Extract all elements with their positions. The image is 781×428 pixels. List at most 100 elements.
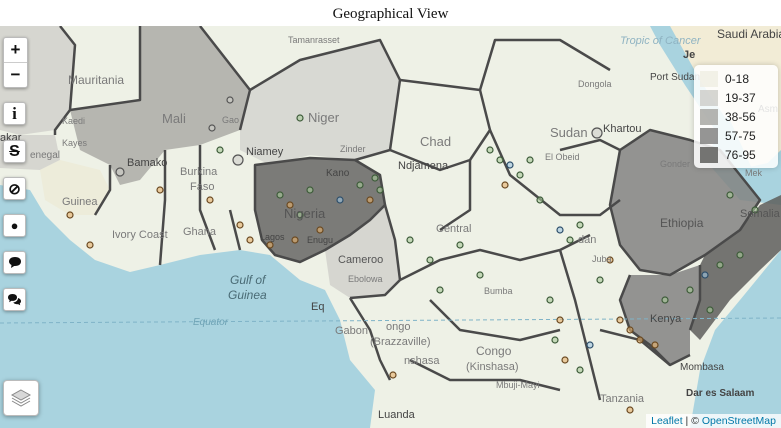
compass-button[interactable]: ⊘ xyxy=(3,177,26,200)
legend-label: 38-56 xyxy=(725,109,756,124)
data-point[interactable] xyxy=(208,124,216,132)
data-point[interactable] xyxy=(706,306,714,314)
data-point[interactable] xyxy=(316,226,324,234)
data-point[interactable] xyxy=(616,316,624,324)
data-point[interactable] xyxy=(716,261,724,269)
data-point[interactable] xyxy=(556,316,564,324)
layers-button[interactable] xyxy=(3,380,39,416)
label-gulf2: Guinea xyxy=(228,288,267,302)
zoom-control: + − xyxy=(3,37,28,88)
data-point[interactable] xyxy=(561,356,569,364)
data-point[interactable] xyxy=(306,186,314,194)
label-juba: Juba xyxy=(592,254,612,264)
data-point[interactable] xyxy=(506,161,514,169)
data-point[interactable] xyxy=(596,276,604,284)
data-point[interactable] xyxy=(236,221,244,229)
data-point[interactable] xyxy=(701,271,709,279)
data-point[interactable] xyxy=(636,336,644,344)
strike-button[interactable]: S xyxy=(3,140,26,163)
label-niamey: Niamey xyxy=(246,146,284,158)
data-point[interactable] xyxy=(286,201,294,209)
label-faso: Faso xyxy=(190,181,214,193)
label-ebolowa: Ebolowa xyxy=(348,274,383,284)
label-kinshasa2: (Kinshasa) xyxy=(466,361,519,373)
data-point[interactable] xyxy=(206,196,214,204)
info-button[interactable]: i xyxy=(3,102,26,125)
data-point[interactable] xyxy=(436,286,444,294)
label-kayes: Kayes xyxy=(62,138,88,148)
data-point[interactable] xyxy=(486,146,494,154)
label-zinder: Zinder xyxy=(340,144,366,154)
data-point[interactable] xyxy=(115,167,125,177)
data-point[interactable] xyxy=(406,236,414,244)
comment-button[interactable] xyxy=(3,251,26,274)
osm-link[interactable]: OpenStreetMap xyxy=(701,415,776,427)
data-point[interactable] xyxy=(586,341,594,349)
leaflet-link[interactable]: Leaflet xyxy=(651,415,683,427)
data-point[interactable] xyxy=(576,221,584,229)
legend-row: 57-75 xyxy=(700,126,772,145)
data-point[interactable] xyxy=(66,211,74,219)
data-point[interactable] xyxy=(216,146,224,154)
data-point[interactable] xyxy=(496,156,504,164)
label-khartoum: Khartou xyxy=(603,123,642,135)
data-point[interactable] xyxy=(366,196,374,204)
data-point[interactable] xyxy=(661,296,669,304)
data-point[interactable] xyxy=(516,171,524,179)
data-point[interactable] xyxy=(426,256,434,264)
data-point[interactable] xyxy=(266,241,274,249)
data-point[interactable] xyxy=(156,186,164,194)
data-point[interactable] xyxy=(86,241,94,249)
map-canvas[interactable]: Saudi Arabia Tropic of Cancer Je Port Su… xyxy=(0,26,781,428)
data-point[interactable] xyxy=(576,366,584,374)
data-point[interactable] xyxy=(556,226,564,234)
data-point[interactable] xyxy=(651,341,659,349)
label-lagos: Lagos xyxy=(260,232,285,242)
data-point[interactable] xyxy=(456,241,464,249)
data-point[interactable] xyxy=(276,191,284,199)
label-guinea: Guinea xyxy=(62,196,98,208)
label-luanda: Luanda xyxy=(378,409,416,421)
data-point[interactable] xyxy=(246,236,254,244)
comments-button[interactable] xyxy=(3,288,26,311)
data-point[interactable] xyxy=(501,181,509,189)
data-point[interactable] xyxy=(376,186,384,194)
data-points[interactable] xyxy=(66,96,759,414)
data-point[interactable] xyxy=(566,236,574,244)
label-gonder: Gonder xyxy=(660,159,690,169)
label-mali: Mali xyxy=(162,111,186,126)
data-point[interactable] xyxy=(296,211,304,219)
data-point[interactable] xyxy=(371,174,379,182)
layers-icon xyxy=(10,389,32,407)
data-point[interactable] xyxy=(726,191,734,199)
label-cameroon: Cameroo xyxy=(338,254,383,266)
data-point[interactable] xyxy=(526,156,534,164)
data-point[interactable] xyxy=(736,251,744,259)
data-point[interactable] xyxy=(356,181,364,189)
data-point[interactable] xyxy=(476,271,484,279)
legend-swatch xyxy=(700,146,718,163)
data-point[interactable] xyxy=(626,406,634,414)
data-point[interactable] xyxy=(226,96,234,104)
zoom-in-button[interactable]: + xyxy=(10,40,21,59)
map-svg[interactable]: Saudi Arabia Tropic of Cancer Je Port Su… xyxy=(0,26,781,428)
comments-icon xyxy=(8,294,21,306)
label-bamako: Bamako xyxy=(127,157,167,169)
data-point[interactable] xyxy=(591,127,603,139)
data-point[interactable] xyxy=(686,286,694,294)
data-point[interactable] xyxy=(551,336,559,344)
data-point[interactable] xyxy=(389,371,397,379)
place-labels: Saudi Arabia Tropic of Cancer Je Port Su… xyxy=(0,27,781,421)
data-point[interactable] xyxy=(751,206,759,214)
zoom-out-button[interactable]: − xyxy=(4,62,27,87)
data-point[interactable] xyxy=(232,154,244,166)
dot-button[interactable]: ● xyxy=(3,214,26,237)
data-point[interactable] xyxy=(291,236,299,244)
label-dongola: Dongola xyxy=(578,79,612,89)
data-point[interactable] xyxy=(336,196,344,204)
data-point[interactable] xyxy=(536,196,544,204)
data-point[interactable] xyxy=(626,326,634,334)
data-point[interactable] xyxy=(606,256,614,264)
data-point[interactable] xyxy=(546,296,554,304)
data-point[interactable] xyxy=(296,114,304,122)
